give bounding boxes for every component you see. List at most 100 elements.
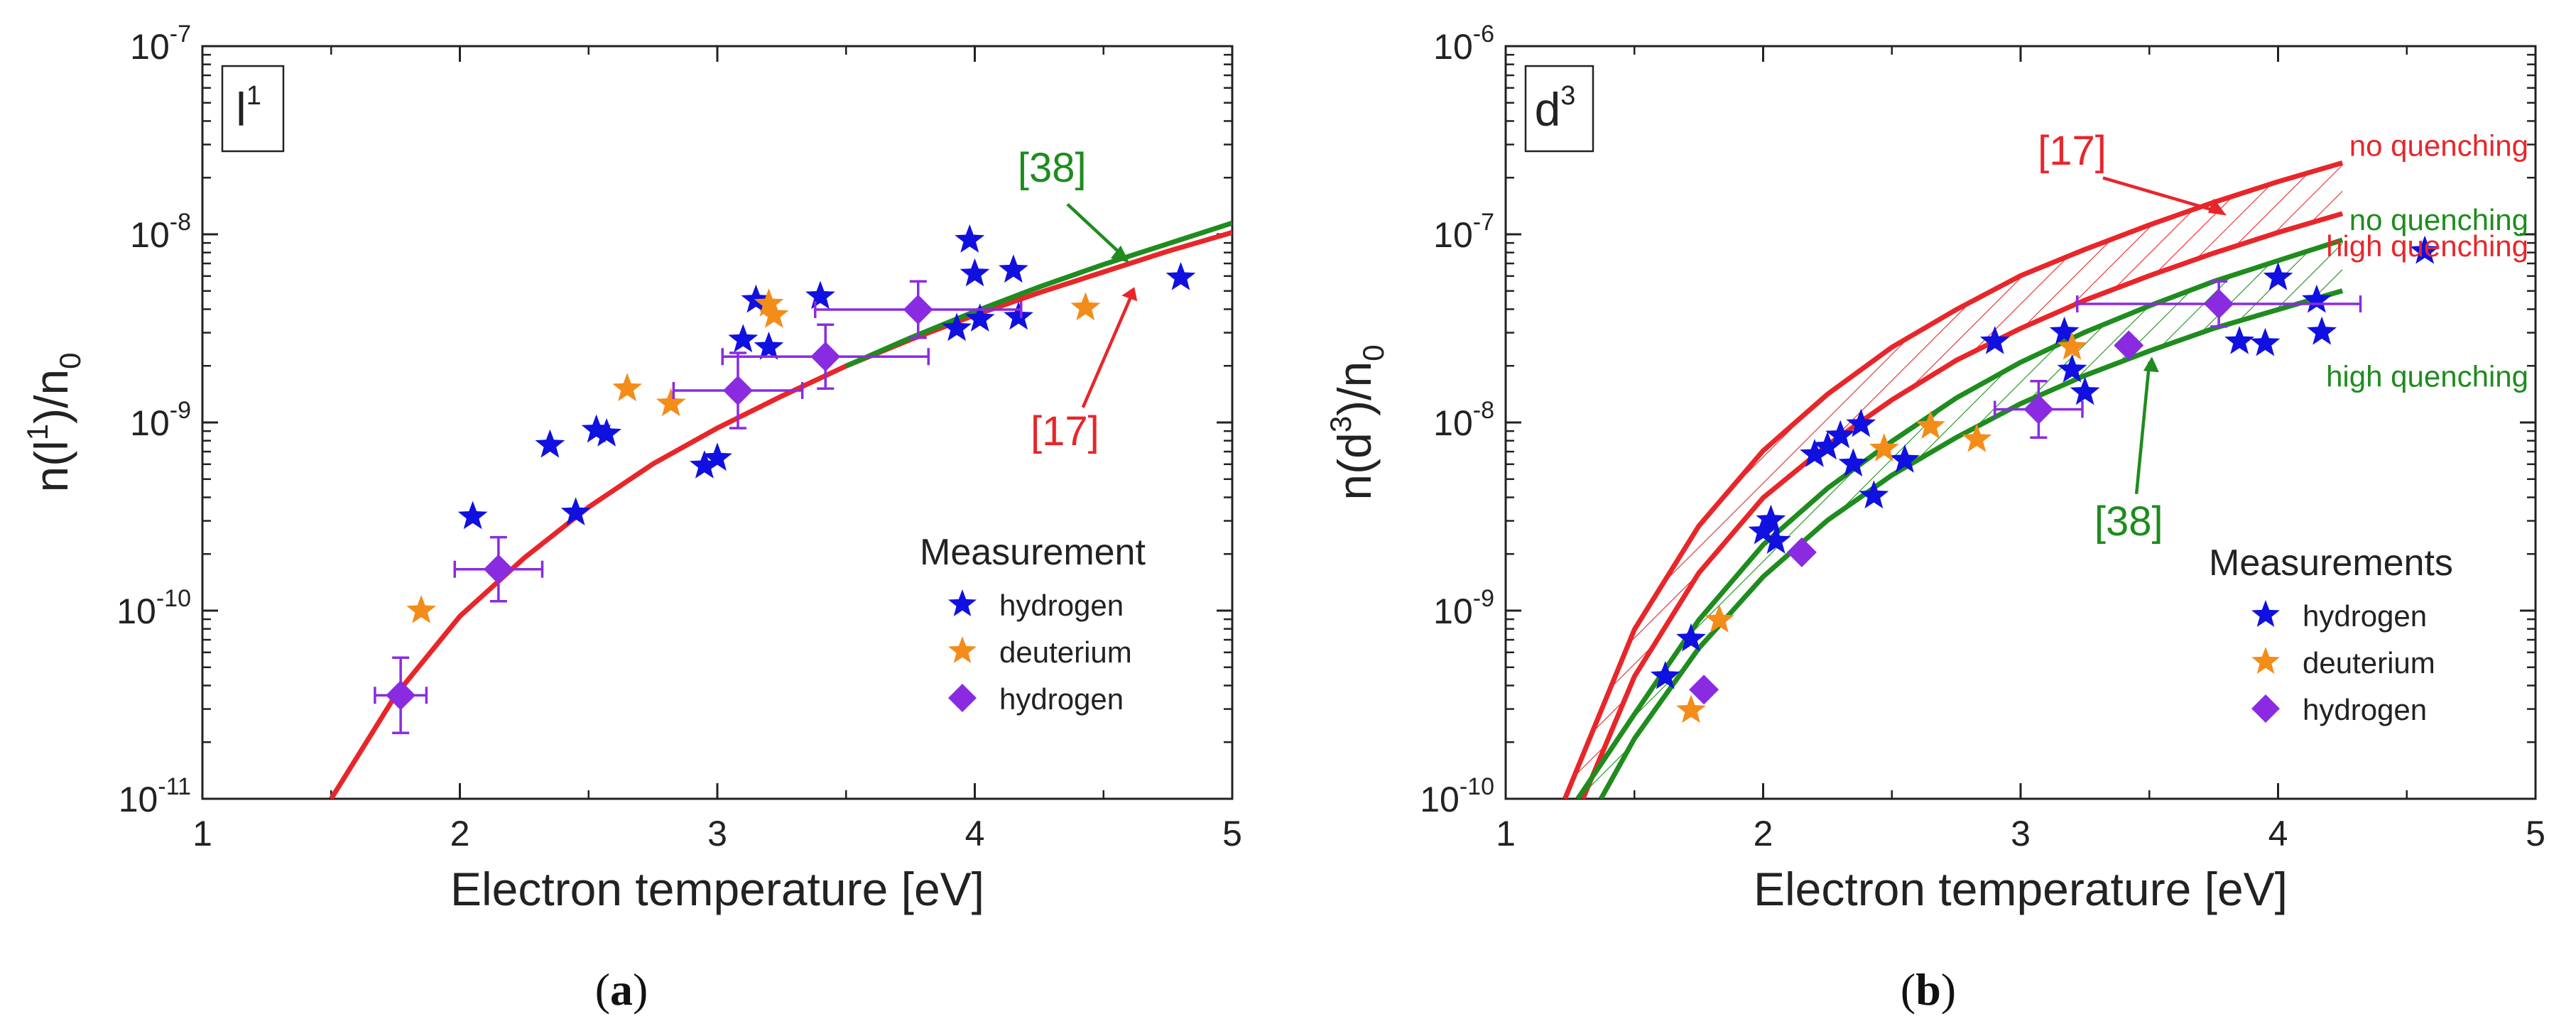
data-point-star: [1890, 444, 1920, 473]
y-tick-label: 10-7: [1433, 209, 1494, 255]
panel-label-box: l1: [221, 65, 285, 153]
y-tick-exponent: -7: [1473, 209, 1494, 236]
data-point-star: [1846, 408, 1876, 437]
data-point-diamond: [1786, 537, 1817, 567]
data-point-star: [1650, 660, 1680, 689]
legend-entry-label: deuterium: [2303, 646, 2435, 680]
panel-label-box: d3: [1524, 65, 1594, 153]
data-point-star: [2057, 332, 2087, 360]
series-deuterium-star: [406, 288, 1101, 623]
caption-paren: ): [633, 964, 648, 1015]
curve-label-38: [38]: [2094, 498, 2163, 545]
data-point-star: [1962, 423, 1992, 452]
data-point-star: [805, 280, 835, 310]
x-axis-title: Electron temperature [eV]: [1754, 863, 2288, 915]
y-tick-label: 10-6: [1433, 21, 1494, 67]
data-point-diamond: [2204, 289, 2234, 320]
y-tick-base: 10: [1433, 27, 1473, 67]
curve-label-38: [38]: [1018, 145, 1087, 191]
y-tick-base: 10: [130, 403, 170, 443]
y-tick-label: 10-9: [1433, 585, 1494, 631]
x-tick-label: 5: [2526, 814, 2545, 853]
caption-paren: (: [595, 964, 610, 1015]
panel-caption: (b): [1901, 964, 1956, 1015]
band-fill-0: [1565, 163, 2343, 799]
legend-entry-label: hydrogen: [999, 589, 1124, 622]
band-label-0: no quenching: [2349, 129, 2528, 162]
y-tick-exponent: -9: [1473, 585, 1494, 612]
band-lower-curve-0: [1580, 211, 2344, 799]
data-point-star: [2057, 354, 2087, 383]
panel-label-text: l1: [236, 81, 261, 136]
y-tick-exponent: -10: [156, 585, 191, 612]
panel-label-superscript: 1: [246, 81, 261, 111]
y-tick-base: 10: [1420, 780, 1460, 819]
y-tick-base: 10: [1433, 591, 1473, 631]
curve-label-17: [17]: [2038, 128, 2107, 174]
x-tick-label: 4: [2268, 814, 2288, 853]
y-tick-base: 10: [1433, 403, 1473, 443]
series-hydrogen-star: [1650, 235, 2440, 689]
data-point-star: [2263, 262, 2293, 290]
legend-marker-diamond: [2251, 694, 2280, 723]
x-tick-label: 3: [2011, 814, 2031, 853]
y-title-superscript: 3: [1324, 416, 1357, 432]
band-label-2: no quenching: [2349, 203, 2528, 236]
legend-marker-star: [948, 589, 977, 616]
caption-letter: a: [610, 964, 633, 1015]
x-tick-label: 1: [1496, 814, 1516, 853]
y-title-subscript: 0: [1357, 344, 1390, 361]
y-tick-exponent: -11: [158, 773, 191, 800]
data-point-diamond: [386, 680, 416, 711]
arrow-head: [2208, 198, 2227, 216]
curve-label-arrow: [2134, 361, 2151, 494]
data-point-star: [592, 418, 621, 447]
data-point-star: [741, 284, 771, 313]
y-tick-base: 10: [119, 780, 158, 819]
panel-caption: (a): [595, 964, 648, 1015]
y-tick-base: 10: [130, 215, 170, 255]
data-point-star: [1825, 420, 1856, 449]
data-point-star: [1859, 480, 1889, 509]
data-point-diamond: [723, 375, 753, 405]
y-tick-label: 10-10: [116, 585, 191, 631]
legend: Measurement hydrogen deuterium hydrogen: [920, 532, 1146, 716]
y-tick-label: 10-8: [1433, 397, 1494, 443]
panel-label-text: d3: [1535, 81, 1576, 136]
y-tick-label: 10-11: [119, 773, 191, 819]
caption-paren: (: [1901, 964, 1915, 1015]
panel-label-superscript: 3: [1560, 81, 1575, 111]
data-point-star: [754, 332, 784, 360]
data-point-star: [1979, 326, 2010, 354]
y-title-superscript: 1: [21, 424, 54, 440]
y-title-part: n(l: [25, 440, 77, 492]
data-point-star: [1676, 694, 1706, 724]
y-tick-label: 10-10: [1420, 773, 1494, 819]
data-point-star: [2410, 235, 2440, 264]
x-tick-label: 3: [707, 814, 727, 853]
data-point-star: [656, 388, 686, 417]
x-axis-title: Electron temperature [eV]: [450, 863, 984, 915]
x-tick-label: 1: [192, 814, 212, 853]
caption-letter: b: [1915, 964, 1941, 1015]
data-point-star: [535, 429, 565, 458]
y-tick-exponent: -8: [1473, 397, 1494, 424]
legend-marker-star: [2251, 600, 2280, 627]
data-point-star: [1813, 431, 1842, 460]
data-point-star: [406, 595, 436, 623]
data-point-star: [960, 258, 990, 287]
data-point-star: [2049, 316, 2080, 345]
y-tick-exponent: -7: [170, 21, 191, 48]
legend: Measurements hydrogen deuterium hydrogen: [2209, 542, 2453, 726]
data-point-diamond: [810, 342, 841, 372]
legend-marker-star: [948, 636, 977, 663]
y-tick-base: 10: [130, 27, 170, 67]
curve-label-arrow: [1066, 202, 1126, 258]
legend-title: Measurement: [920, 532, 1146, 573]
curve-label-arrow: [2102, 176, 2219, 214]
data-point-star: [942, 312, 972, 342]
data-point-star: [1165, 262, 1196, 290]
series-hydrogen-diamond: [1689, 280, 2362, 705]
data-point-star: [581, 414, 612, 443]
